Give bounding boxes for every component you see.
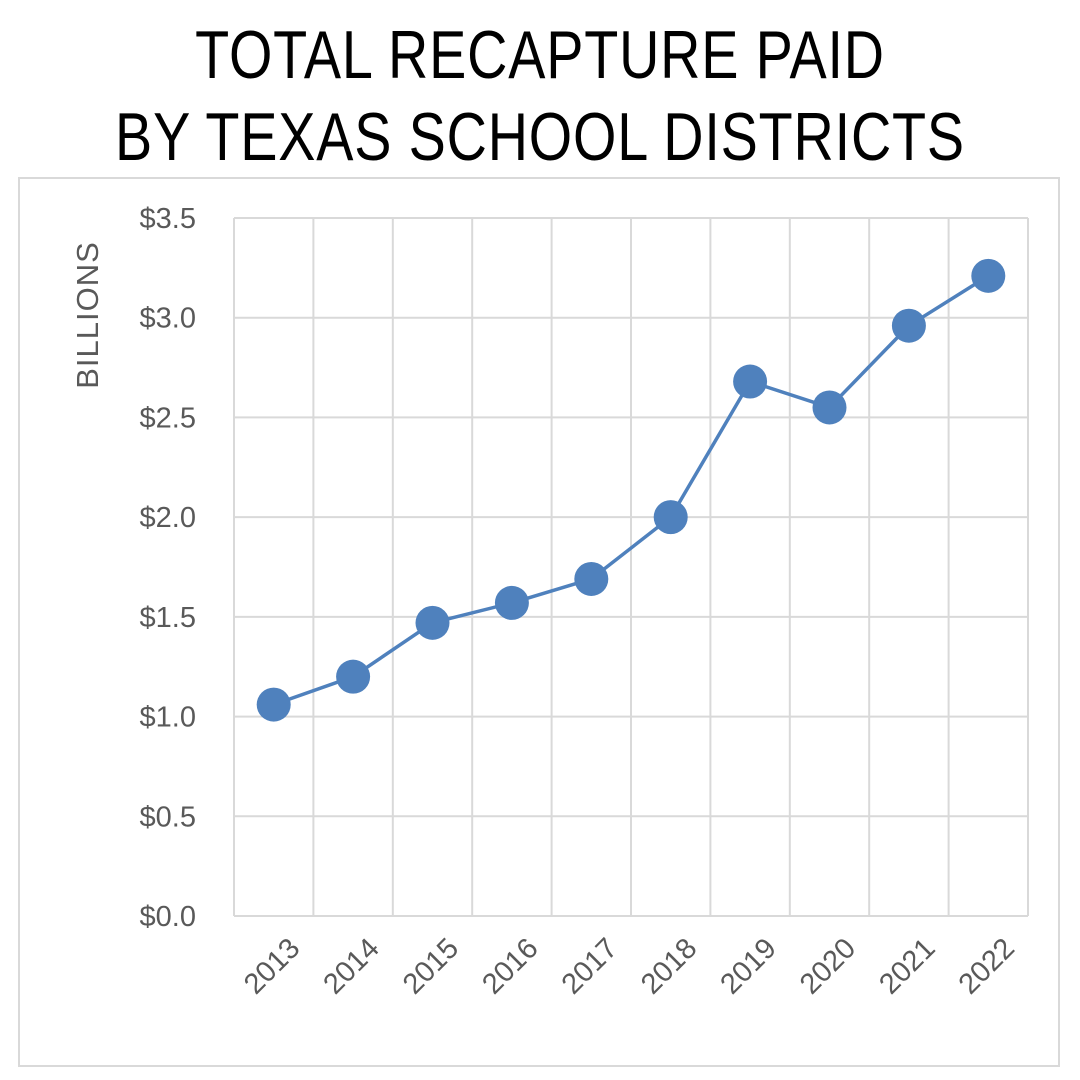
x-tick-label: 2021 [873,932,941,1000]
series-layer [256,258,1006,722]
y-tick-label: $3.5 [140,203,196,235]
x-tick-label: 2022 [953,932,1021,1000]
data-point [812,390,847,425]
x-tick-label: 2017 [556,932,624,1000]
y-tick-label: $2.0 [140,502,196,534]
data-point [336,659,371,694]
y-axis-title: BILLIONS [70,241,105,389]
y-tick-label: $2.5 [140,402,196,434]
y-tick-label: $0.5 [140,801,196,833]
chart-title: TOTAL RECAPTURE PAID BY TEXAS SCHOOL DIS… [97,14,983,178]
x-tick-label: 2015 [397,932,465,1000]
data-point [494,585,529,620]
x-tick-labels: 2013 2014 2015 2016 2017 2018 2019 2020 2021 2022 [238,932,1021,1000]
series-line [273,274,990,707]
y-tick-label: $0.0 [140,901,196,933]
x-tick-label: 2016 [476,932,544,1000]
x-tick-label: 2014 [318,932,386,1000]
chart-frame [18,177,1060,1067]
data-point [256,687,291,722]
y-tick-label: $3.0 [140,303,196,335]
chart-title-line-2: BY TEXAS SCHOOL DISTRICTS [115,99,965,175]
y-tick-labels: $0.0 $0.5 $1.0 $1.5 $2.0 $2.5 $3.0 $3.5 [140,203,196,933]
chart-title-line-1: TOTAL RECAPTURE PAID [195,17,885,93]
x-tick-label: 2019 [715,932,783,1000]
x-tick-label: 2013 [238,932,306,1000]
y-tick-label: $1.0 [140,702,196,734]
x-tick-label: 2020 [794,932,862,1000]
data-point [733,364,768,399]
data-point [971,258,1006,293]
grid-lines [233,217,1029,917]
data-point [891,308,926,343]
x-tick-label: 2018 [635,932,703,1000]
data-point [653,500,688,535]
y-tick-label: $1.5 [140,602,196,634]
data-point [415,605,450,640]
data-point [574,561,609,596]
